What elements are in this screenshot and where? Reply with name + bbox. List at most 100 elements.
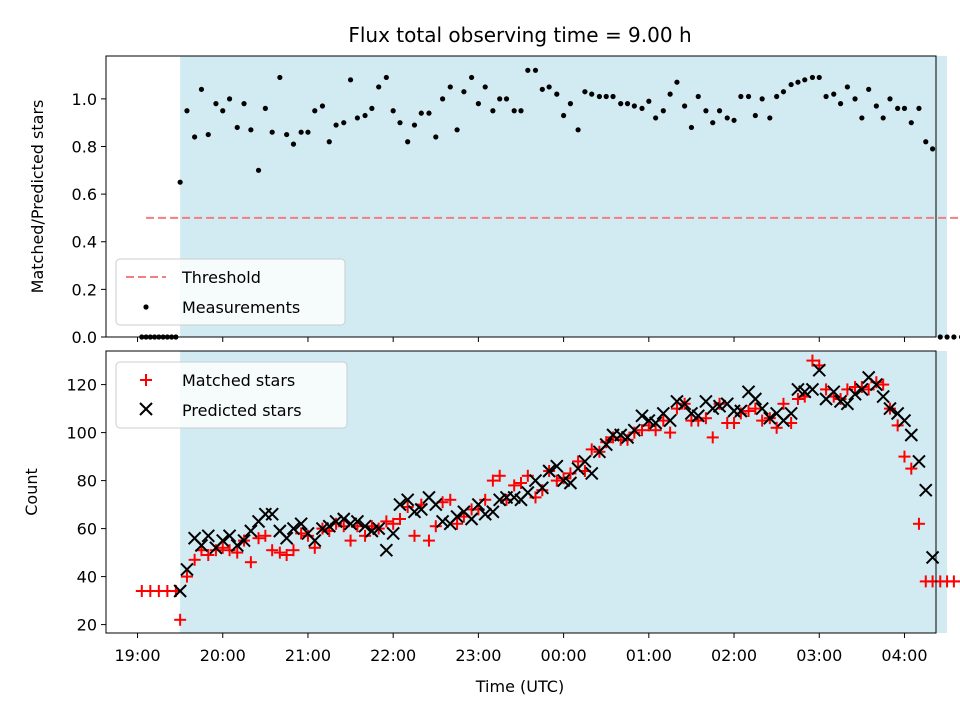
predicted-star-marker-b: [329, 514, 343, 529]
matched-star-marker: [572, 455, 585, 468]
predicted-star-marker-b: [734, 404, 748, 418]
predicted-star-marker-b: [670, 394, 684, 409]
measurement-point: [916, 105, 922, 111]
matched-star-marker: [180, 570, 193, 583]
matched-star-marker: [628, 426, 641, 439]
predicted-star-marker: [294, 517, 308, 531]
predicted-star-marker: [521, 485, 535, 500]
predicted-star-marker: [805, 382, 820, 397]
count-y-tick-label: 40: [77, 568, 97, 587]
measurement-point: [546, 84, 552, 90]
predicted-star-marker: [535, 481, 550, 495]
measurement-point: [418, 110, 424, 116]
predicted-star-marker: [855, 382, 869, 397]
predicted-star-marker-b: [294, 517, 308, 531]
measurement-point: [837, 101, 844, 107]
matched-star-marker: [515, 477, 527, 489]
predicted-star-marker-b: [556, 473, 571, 488]
predicted-star-marker: [358, 519, 372, 533]
measurement-point: [397, 120, 403, 126]
matched-star-marker: [664, 426, 677, 439]
matched-star-marker: [188, 553, 201, 566]
measurement-point: [461, 89, 467, 95]
predicted-star-marker-b: [279, 531, 294, 545]
predicted-star-marker-b: [244, 524, 258, 538]
measurement-point: [880, 115, 886, 121]
measurement-point: [603, 93, 609, 100]
measurement-point: [618, 101, 624, 107]
predicted-star-marker-b: [599, 437, 613, 452]
measurement-point: [660, 108, 666, 114]
predicted-star-marker: [201, 529, 215, 543]
predicted-star-marker: [840, 397, 855, 411]
measurement-point: [347, 77, 354, 83]
predicted-star-marker-b: [386, 526, 400, 541]
measurement-point: [596, 93, 602, 100]
measurement-point: [554, 91, 560, 97]
time-tick-label: 20:00: [200, 646, 246, 665]
measurement-point: [951, 334, 957, 340]
measurement-point: [944, 334, 950, 340]
measurement-point: [277, 74, 283, 81]
measurement-point: [852, 96, 858, 102]
measurement-point: [767, 115, 773, 121]
predicted-star-marker: [627, 423, 642, 437]
predicted-star-marker: [712, 399, 727, 413]
measurement-point: [390, 108, 396, 114]
matched-star-marker: [877, 378, 890, 391]
measurement-point: [567, 101, 574, 107]
predicted-star-marker-b: [237, 533, 251, 548]
predicted-star-marker-b: [720, 397, 734, 411]
predicted-star-marker-b: [414, 502, 429, 517]
measurement-point: [589, 91, 595, 97]
predicted-star-marker-b: [833, 394, 848, 409]
predicted-star-marker: [691, 409, 705, 423]
measurement-point: [490, 108, 496, 114]
predicted-star-marker: [763, 411, 777, 425]
measurement-point: [226, 96, 233, 102]
predicted-star-marker: [400, 493, 415, 507]
predicted-star-marker-b: [712, 399, 727, 413]
matched-star-marker: [301, 529, 314, 542]
measurement-point: [688, 124, 695, 131]
predicted-star-marker: [734, 404, 748, 418]
predicted-star-marker-b: [393, 497, 407, 512]
predicted-star-marker: [827, 385, 841, 399]
matched-star-marker: [713, 397, 726, 410]
matched-star-marker: [742, 405, 755, 417]
predicted-star-marker-b: [642, 413, 656, 428]
matched-star-marker: [479, 493, 492, 506]
predicted-star-marker-b: [180, 562, 194, 577]
matched-star-marker: [855, 381, 868, 393]
predicted-star-marker: [904, 428, 918, 442]
predicted-star-marker-b: [450, 509, 464, 524]
predicted-star-marker: [329, 514, 343, 529]
predicted-star-marker: [464, 512, 479, 526]
matched-star-marker: [287, 544, 300, 557]
matched-star-marker: [380, 515, 393, 528]
matched-star-marker: [451, 517, 464, 530]
predicted-star-marker-b: [265, 507, 279, 521]
measurement-point: [369, 105, 375, 111]
matched-star-marker: [834, 393, 847, 405]
predicted-star-marker-b: [827, 385, 841, 399]
measurement-point: [716, 108, 723, 114]
predicted-star-marker-b: [528, 473, 543, 488]
measurement-point: [682, 103, 688, 109]
predicted-star-marker: [563, 476, 578, 490]
predicted-star-marker-b: [925, 550, 940, 565]
matched-star-marker: [231, 546, 244, 559]
measurements-legend-swatch: [143, 304, 149, 310]
measurement-point: [525, 67, 531, 73]
measurement-point: [354, 115, 360, 121]
measurement-point: [731, 117, 737, 123]
measurement-point: [433, 134, 439, 140]
measurement-point: [184, 108, 190, 114]
count-legend: Matched stars Predicted stars: [115, 361, 348, 429]
measurement-point: [774, 93, 780, 100]
measurement-point: [646, 98, 652, 104]
measurement-point: [667, 91, 673, 97]
matched-star-marker: [216, 541, 229, 554]
matched-star-marker: [706, 431, 719, 444]
